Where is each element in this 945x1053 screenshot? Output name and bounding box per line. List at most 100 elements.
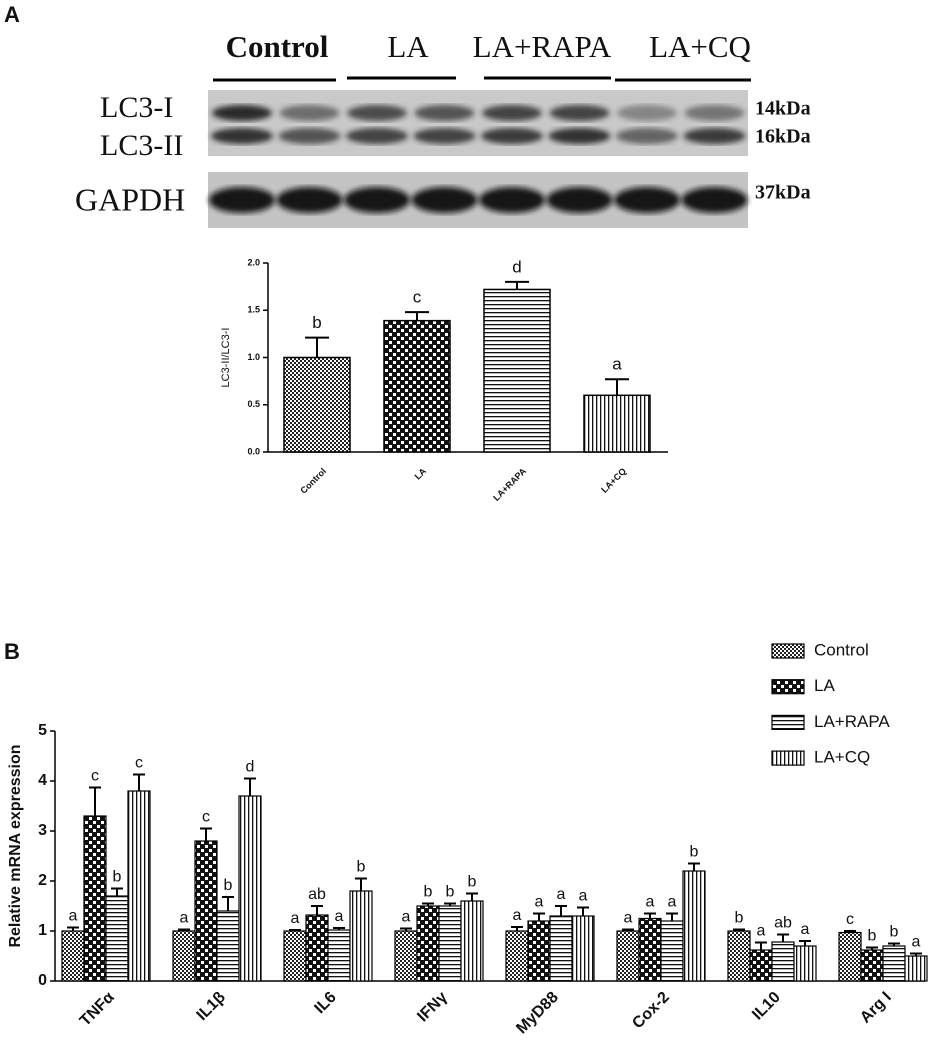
bar [904,955,928,982]
blot-band [616,128,678,144]
significance-letter: a [912,934,921,951]
significance-letter: a [402,909,411,926]
bar [194,840,218,982]
y-tick-label: 3 [38,822,47,839]
blot-band [546,187,613,213]
significance-letter: a [668,894,677,911]
bar [238,795,262,982]
bar [682,870,706,982]
bar [305,914,329,982]
significance-letter: b [224,877,233,894]
bar [860,949,884,982]
bar [527,920,551,982]
x-tick-label: IL10 [749,989,784,1024]
y-tick-label: 0.5 [247,399,260,409]
blot-band [344,187,410,213]
legend-swatch [771,714,805,731]
significance-letter: a [291,910,300,927]
blot-band [279,105,340,121]
bar [571,915,595,982]
bar [793,945,817,982]
x-tick-label: MyD88 [513,989,562,1038]
significance-letter: a [557,886,566,903]
blot-band [617,105,677,121]
row-label: GAPDH [75,181,185,217]
x-tick-label: LA+CQ [599,466,628,495]
significance-letter: a [801,921,810,938]
bar [172,930,196,982]
bar [505,930,529,982]
lane-group-label: Control [226,29,329,64]
significance-letter: d [246,759,255,776]
significance-letter: b [446,884,455,901]
blot-band [681,187,748,213]
row-label: LC3-II [100,129,183,162]
bar [460,900,484,982]
significance-letter: b [113,869,122,886]
blot-band [614,187,680,213]
bar [771,941,795,982]
x-tick-label: IL1β [194,989,229,1024]
y-tick-label: 5 [38,722,47,739]
lane-group-label: LA+RAPA [473,29,612,64]
legend-label: LA+RAPA [814,712,890,731]
blot-band [211,128,273,144]
bar [349,890,373,982]
x-tick-label: LA [413,466,429,482]
y-tick-label: 1.5 [247,305,260,315]
lane-group-label: LA+CQ [649,29,751,64]
bar [727,930,751,982]
significance-letter: c [202,809,210,826]
blot-band [347,105,407,121]
bar [583,394,651,453]
significance-letter: ab [308,886,326,903]
x-tick-label: TNFα [77,989,118,1030]
blot-band [548,128,611,144]
significance-letter: b [868,928,877,945]
significance-letter: c [846,911,854,928]
y-axis-label: LC3-II/LC3-I [220,328,232,388]
significance-letter: b [890,924,899,941]
y-axis-label: Relative mRNA expression [7,744,24,947]
significance-letter: a [612,355,622,374]
bar [438,905,462,982]
bar [416,905,440,982]
bar [83,815,107,982]
bar [549,915,573,982]
blot-band [549,105,610,121]
bar [394,930,418,982]
x-tick-label: Cox-2 [629,989,673,1033]
x-tick-label: IFNγ [414,989,451,1026]
bar [127,790,151,982]
legend-swatch [771,643,805,659]
blot-band [481,128,543,144]
marker-label: 14kDa [755,98,811,120]
x-tick-label: Arg I [857,989,895,1027]
significance-letter: b [357,859,366,876]
blot-band [346,128,408,144]
y-tick-label: 2 [38,872,47,889]
x-tick-label: LA+RAPA [491,466,528,503]
y-tick-label: 4 [38,772,47,789]
blot-band [684,105,745,121]
marker-label: 37kDa [755,182,811,204]
y-tick-label: 0 [38,972,47,989]
legend-swatch [771,750,805,766]
x-tick-label: IL6 [311,989,339,1017]
bar [638,917,662,982]
significance-letter: b [468,874,477,891]
y-tick-label: 1 [38,922,47,939]
blot-band [479,187,545,213]
bar [216,910,240,982]
bar [616,930,640,982]
blot-band [278,128,341,144]
marker-label: 16kDa [755,126,811,148]
lane-group-label: LA [387,29,429,64]
bar [749,949,773,982]
significance-letter: c [91,768,99,785]
legend-label: LA+CQ [814,748,870,767]
y-tick-label: 1.0 [247,352,260,362]
significance-letter: a [69,908,78,925]
significance-letter: a [579,888,588,905]
